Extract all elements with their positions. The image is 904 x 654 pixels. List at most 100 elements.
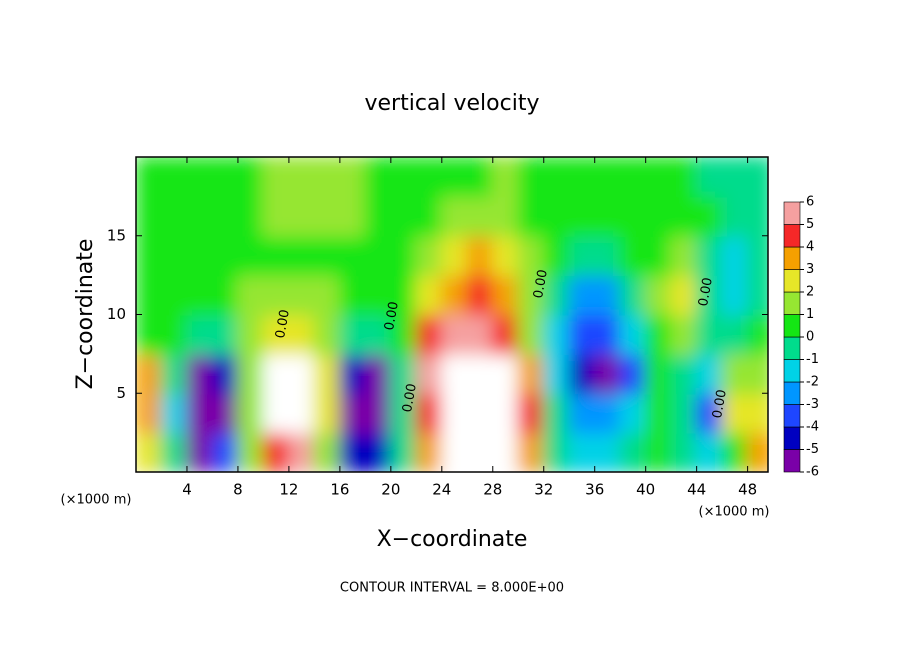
cell <box>338 392 367 434</box>
cell <box>262 195 290 237</box>
colorbar-label: 4 <box>806 240 814 255</box>
cell <box>746 274 768 316</box>
cell <box>619 234 647 277</box>
colorbar-label: -5 <box>806 442 819 457</box>
cell <box>338 431 367 472</box>
cell <box>593 431 622 472</box>
cell <box>211 352 239 395</box>
colorbar-label: 2 <box>806 285 814 300</box>
cell <box>568 392 596 434</box>
cell <box>160 352 188 395</box>
cell <box>568 274 596 316</box>
cell <box>136 313 163 355</box>
x-tick-label: 36 <box>585 481 604 499</box>
cell <box>491 195 520 237</box>
x-tick-label: 32 <box>534 481 553 499</box>
cell <box>746 352 768 395</box>
cell <box>415 313 443 355</box>
cell <box>466 195 494 237</box>
colorbar-label: 6 <box>806 195 814 210</box>
cell <box>746 157 768 198</box>
colorbar-label: 5 <box>806 217 814 232</box>
colorbar-label: -6 <box>806 465 819 480</box>
cell <box>491 274 520 316</box>
cell <box>466 234 494 277</box>
cell <box>287 431 316 472</box>
cell <box>568 313 596 355</box>
cell <box>136 274 163 316</box>
cell <box>619 313 647 355</box>
cell <box>160 195 188 237</box>
cell <box>160 274 188 316</box>
cell <box>644 431 673 472</box>
cell <box>440 195 469 237</box>
cell <box>313 431 341 472</box>
cell <box>287 352 316 395</box>
contour-label: 0.00 <box>400 382 420 413</box>
cell <box>236 274 265 316</box>
colorbar-swatch <box>783 426 801 450</box>
cell <box>542 431 571 472</box>
colorbar-swatch <box>783 224 801 248</box>
cell <box>389 352 418 395</box>
x-tick-label: 28 <box>483 481 502 499</box>
cell <box>262 392 290 434</box>
cell <box>440 392 469 434</box>
colorbar-label: -2 <box>806 375 819 390</box>
cell <box>542 195 571 237</box>
cell <box>517 157 545 198</box>
cell <box>619 157 647 198</box>
cell <box>466 274 494 316</box>
cell <box>160 313 188 355</box>
footer: CONTOUR INTERVAL = 8.000E+00 <box>340 581 564 596</box>
cell <box>593 313 622 355</box>
cell <box>313 392 341 434</box>
cell <box>670 195 698 237</box>
colorbar-swatch <box>783 449 801 473</box>
colorbar-swatch <box>783 404 801 428</box>
cell <box>338 274 367 316</box>
cell <box>568 157 596 198</box>
cell <box>542 157 571 198</box>
x-unit-label: (×1000 m) <box>699 505 770 520</box>
cell <box>517 313 545 355</box>
cell <box>160 431 188 472</box>
cell <box>211 157 239 198</box>
cell <box>185 431 214 472</box>
cell <box>491 157 520 198</box>
cell <box>160 157 188 198</box>
cell <box>695 352 724 395</box>
cell <box>670 234 698 277</box>
cell <box>517 431 545 472</box>
contour-label: 0.00 <box>696 276 716 307</box>
cell <box>415 195 443 237</box>
cell <box>364 274 392 316</box>
cell <box>185 392 214 434</box>
cell <box>185 352 214 395</box>
cell <box>721 352 749 395</box>
cell <box>313 234 341 277</box>
cell <box>568 195 596 237</box>
cell <box>517 352 545 395</box>
cell <box>136 392 163 434</box>
cell <box>517 195 545 237</box>
cell <box>185 157 214 198</box>
colorbar-swatch <box>783 381 801 405</box>
cell <box>236 392 265 434</box>
cell <box>389 157 418 198</box>
cell <box>517 392 545 434</box>
cell <box>746 195 768 237</box>
cell <box>517 234 545 277</box>
cell <box>160 392 188 434</box>
cell <box>211 392 239 434</box>
cell <box>211 313 239 355</box>
cell <box>695 431 724 472</box>
cell <box>670 157 698 198</box>
cell <box>415 431 443 472</box>
cell <box>415 274 443 316</box>
cell <box>542 392 571 434</box>
cell <box>619 352 647 395</box>
cell <box>593 352 622 395</box>
cell <box>593 274 622 316</box>
